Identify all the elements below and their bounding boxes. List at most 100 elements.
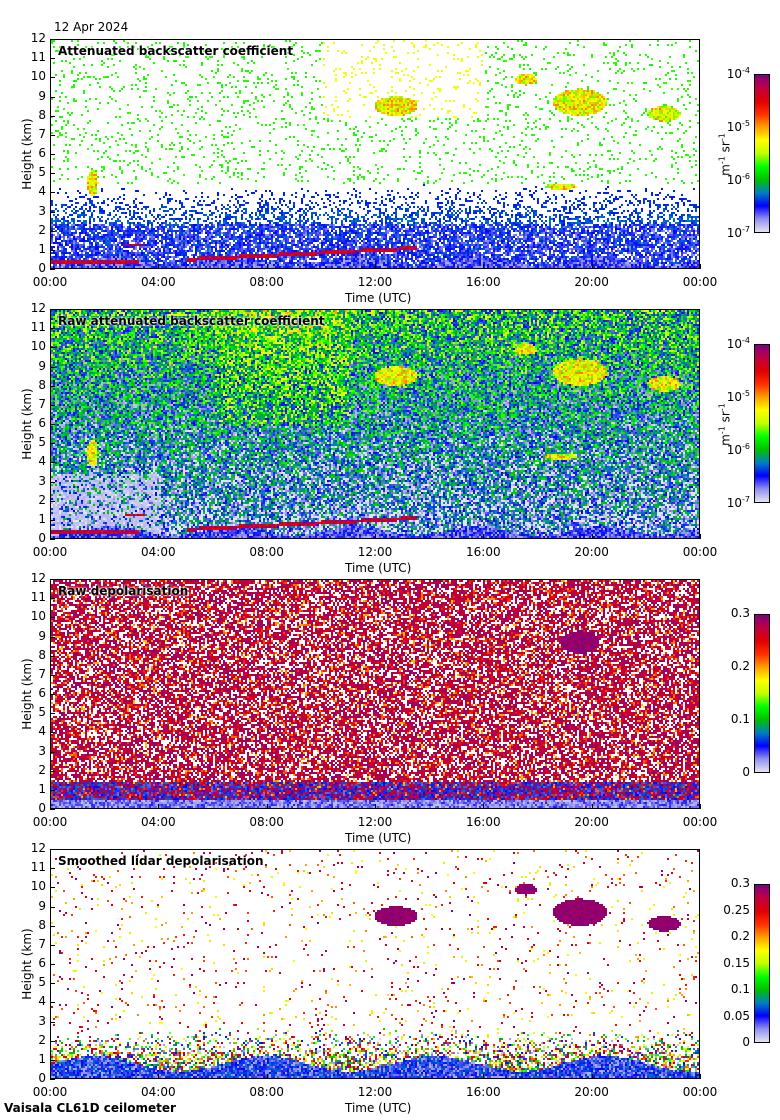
colorbar-tick-label: 10-7 [726,495,750,510]
panel-title: Attenuated backscatter coefficient [58,44,294,58]
y-tick-mark [50,309,55,310]
colorbar-tick-label: 10-6 [726,442,750,457]
panel-title: Smoothed lidar depolarisation [58,854,264,868]
y-tick-label: 12 [30,301,46,315]
x-tick-mark [591,804,593,809]
y-tick-label: 8 [38,107,46,122]
x-tick-label: 20:00 [574,275,609,289]
x-tick-mark [158,534,160,539]
y-tick-mark [50,77,55,79]
y-tick-label: 4 [38,454,46,469]
x-tick-mark [700,534,701,539]
colorbar-unit-label: m-1 sr-1 [717,403,733,446]
colorbar-tick-label: 0.2 [730,929,750,943]
y-tick-mark [50,1040,55,1042]
y-tick-mark [50,674,55,676]
y-tick-label: 9 [38,628,46,643]
y-tick-mark [50,481,55,483]
y-tick-label: 5 [38,705,46,720]
x-tick-label: 00:00 [682,815,718,829]
x-tick-label: 16:00 [466,1085,501,1099]
y-tick-mark [50,1002,55,1004]
y-axis-label: Height (km) [20,658,34,730]
y-tick-mark [50,249,55,251]
x-tick-label: 12:00 [357,275,393,289]
x-tick-label: 08:00 [249,815,284,829]
y-tick-label: 6 [38,956,46,970]
y-tick-label: 7 [38,126,46,141]
x-tick-mark [700,1074,701,1079]
y-tick-mark [50,617,55,619]
y-tick-label: 4 [38,724,46,739]
x-tick-mark [158,804,160,809]
y-tick-label: 12 [30,31,46,45]
y-tick-mark [50,925,55,927]
x-tick-label: 04:00 [141,815,176,829]
x-tick-mark [266,534,268,539]
y-tick-label: 0 [38,1071,46,1085]
x-tick-label: 08:00 [249,275,284,289]
colorbar-tick-label: 0.1 [730,712,750,726]
x-tick-label: 20:00 [574,545,609,559]
y-tick-mark [50,39,55,40]
y-tick-mark [50,134,55,136]
instrument-label: Vaisala CL61D ceilometer [4,1101,176,1115]
colorbar-tick-label: 0.3 [730,876,750,890]
x-tick-label: 12:00 [357,545,393,559]
y-tick-mark [50,944,55,946]
x-tick-mark [375,264,376,269]
colorbar-tick-label: 0.1 [730,982,750,996]
plot-area: Attenuated backscatter coefficient [50,39,700,269]
y-tick-mark [50,713,55,715]
y-tick-label: 7 [38,396,46,411]
y-tick-mark [50,211,55,213]
panel-1: Attenuated backscatter coefficient 0 1 2 3 4 5… [0,31,780,309]
x-tick-mark [591,1074,593,1079]
y-tick-label: 11 [30,860,46,875]
y-tick-mark [50,579,55,580]
y-tick-mark [50,770,55,772]
colorbar-tick-label: 0.3 [730,606,750,620]
y-tick-mark [50,366,55,368]
x-tick-label: 00:00 [32,545,68,559]
x-tick-label: 00:00 [32,1085,68,1099]
heatmap-field [51,580,699,808]
x-tick-mark [158,264,160,269]
y-tick-label: 9 [38,88,46,103]
y-tick-label: 8 [38,377,46,392]
x-axis-label: Time (UTC) [345,561,412,575]
x-tick-label: 16:00 [466,545,501,559]
y-tick-label: 10 [30,339,46,354]
x-tick-label: 00:00 [32,815,68,829]
y-tick-label: 10 [30,69,46,84]
y-tick-mark [50,906,55,908]
y-tick-label: 10 [30,609,46,624]
x-tick-mark [50,804,51,809]
y-tick-label: 2 [38,762,46,777]
x-tick-mark [158,1074,160,1079]
x-tick-mark [375,1074,376,1079]
y-tick-mark [50,983,55,985]
x-axis-label: Time (UTC) [345,1101,412,1115]
y-tick-mark [50,598,55,600]
y-tick-label: 2 [38,222,46,237]
x-tick-label: 20:00 [574,1085,609,1099]
y-tick-mark [50,462,55,464]
x-tick-mark [700,264,701,269]
y-tick-label: 1 [38,511,46,526]
panel-4: Smoothed lidar depolarisation 0 1 2 3 4 5 6 7 8 9 1… [0,841,780,1119]
y-tick-label: 11 [30,590,46,605]
y-tick-mark [50,500,55,502]
y-tick-label: 4 [38,994,46,1009]
y-tick-mark [50,58,55,60]
y-tick-mark [50,385,55,387]
x-tick-mark [375,534,376,539]
y-tick-label: 7 [38,666,46,681]
panel-title: Raw attenuated backscatter coefficient [58,314,325,328]
heatmap-field [51,310,699,538]
colorbar [754,74,770,233]
y-tick-label: 6 [38,146,46,160]
x-tick-label: 00:00 [682,275,718,289]
x-axis-label: Time (UTC) [345,831,412,845]
x-tick-label: 04:00 [141,1085,176,1099]
